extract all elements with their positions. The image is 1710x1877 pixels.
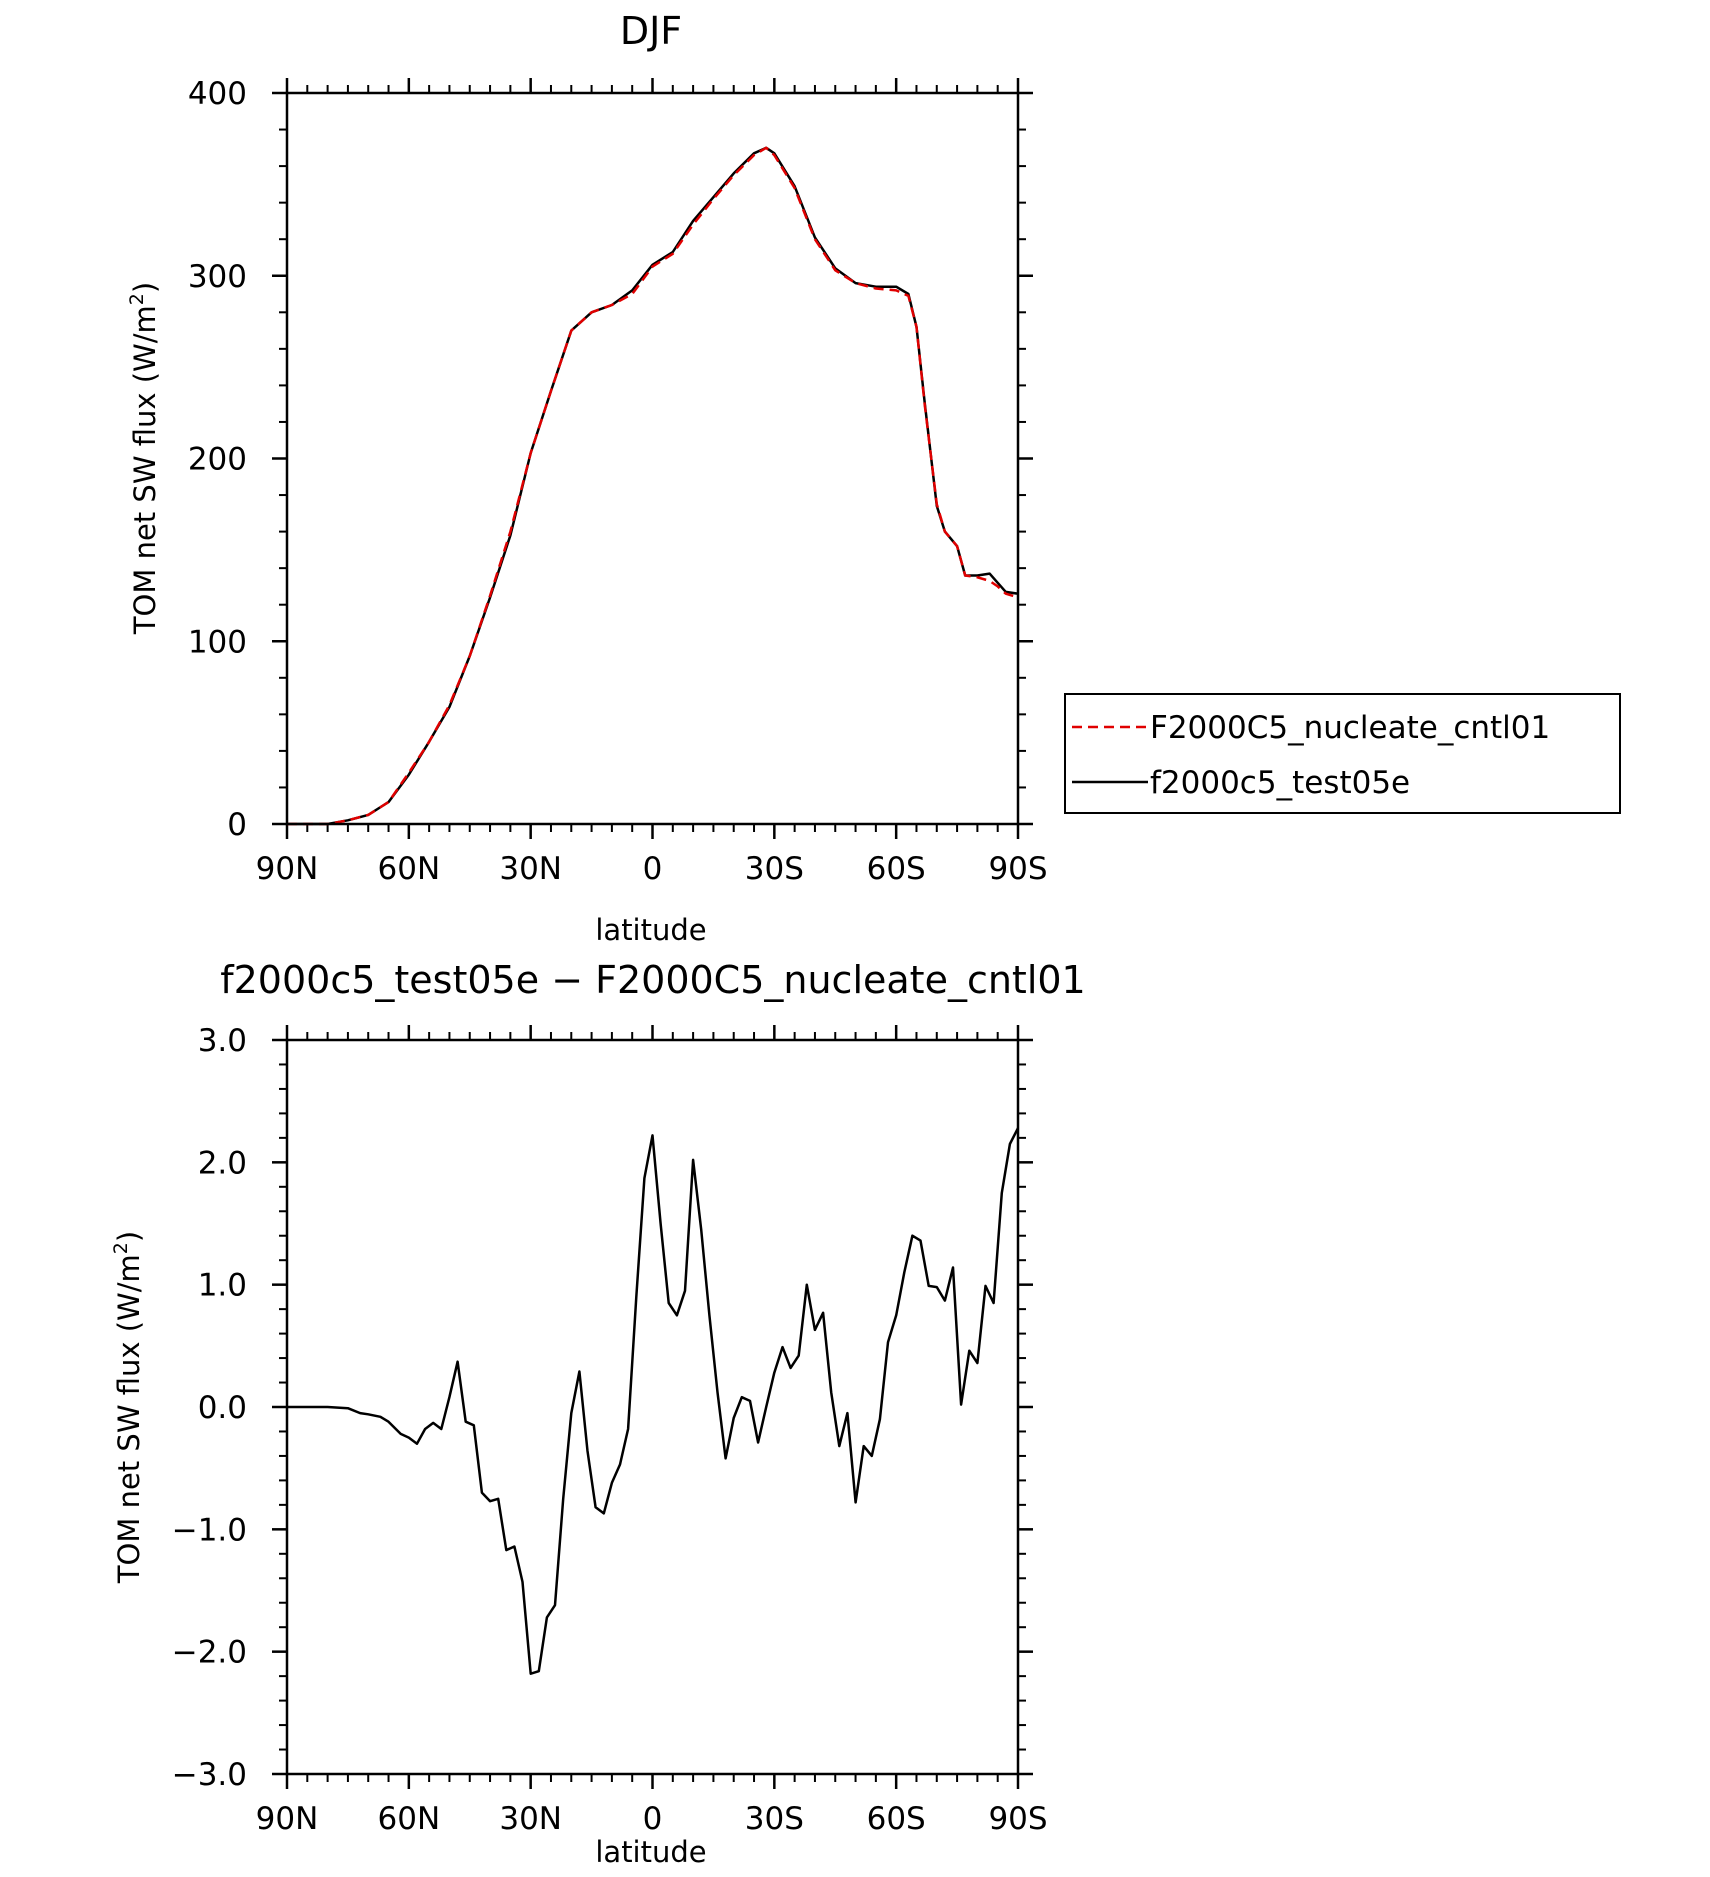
bottom-axis-tick-labels: 90N 60N 30N 0 30S 60S 90S −3.0 −2.0 −1.0 0.0 1.0 2.0… <box>172 1023 1048 1837</box>
bottom-y-tick-label: 1.0 <box>198 1268 247 1304</box>
top-x-tick-label: 60S <box>867 851 926 887</box>
bottom-y-tick-label: 2.0 <box>198 1145 247 1181</box>
bottom-x-tick-label: 0 <box>643 1801 663 1837</box>
top-axis-ticks <box>272 78 1033 839</box>
bottom-y-tick-label: −3.0 <box>172 1757 247 1793</box>
top-series-lines <box>287 146 1019 826</box>
top-plot-frame <box>285 91 1020 826</box>
top-x-tick-label: 90N <box>256 851 319 887</box>
legend: F2000C5_nucleate_cntl01 f2000c5_test05e <box>1064 693 1621 814</box>
top-panel: DJF 90N 60N 30N 0 30S 60S 90S 0 100 200 300 400 lat… <box>126 9 1621 947</box>
bottom-x-axis-label: latitude <box>595 1835 706 1869</box>
top-axis-tick-labels: 90N 60N 30N 0 30S 60S 90S 0 100 200 300 400 <box>188 76 1048 887</box>
top-x-tick-label: 90S <box>988 851 1047 887</box>
bottom-plot-frame <box>285 1038 1020 1776</box>
top-x-tick-label: 30N <box>499 851 562 887</box>
top-y-tick-label: 0 <box>227 807 247 843</box>
bottom-x-tick-label: 90N <box>256 1801 319 1837</box>
bottom-axis-ticks <box>272 1025 1033 1789</box>
top-y-axis-label: TOM net SW flux (W/m2) <box>126 282 162 635</box>
top-series-line-f2000c5_nucleate_cntl01 <box>287 146 1019 826</box>
bottom-y-tick-label: 0.0 <box>198 1390 247 1426</box>
top-y-axis-label-close: ) <box>128 282 162 293</box>
bottom-panel: f2000c5_test05e − F2000C5_nucleate_cntl0… <box>110 958 1086 1869</box>
bottom-series-line-difference <box>287 1127 1020 1675</box>
top-y-tick-label: 400 <box>188 76 247 112</box>
bottom-series-lines <box>287 1127 1020 1675</box>
bottom-y-axis-label-superscript: 2 <box>110 1242 132 1254</box>
bottom-x-tick-label: 90S <box>988 1801 1047 1837</box>
top-y-tick-label: 300 <box>188 259 247 295</box>
bottom-panel-title: f2000c5_test05e − F2000C5_nucleate_cntl0… <box>220 958 1085 1002</box>
top-y-axis-label-main: TOM net SW flux (W/m <box>128 305 162 635</box>
legend-label-cntl01: F2000C5_nucleate_cntl01 <box>1150 710 1550 746</box>
bottom-y-tick-label: −1.0 <box>172 1512 247 1548</box>
bottom-x-tick-label: 60S <box>867 1801 926 1837</box>
top-x-tick-label: 60N <box>378 851 441 887</box>
top-y-tick-label: 100 <box>188 624 247 660</box>
legend-box <box>1064 693 1621 814</box>
bottom-y-tick-label: 3.0 <box>198 1023 247 1059</box>
top-series-line-f2000c5_test05e <box>287 146 1019 826</box>
top-y-axis-label-superscript: 2 <box>126 293 148 305</box>
bottom-x-tick-label: 30N <box>499 1801 562 1837</box>
top-x-tick-label: 0 <box>643 851 663 887</box>
bottom-x-tick-label: 60N <box>378 1801 441 1837</box>
top-x-tick-label: 30S <box>745 851 804 887</box>
top-panel-title: DJF <box>620 9 682 53</box>
bottom-y-axis-label-close: ) <box>112 1231 146 1242</box>
bottom-x-tick-label: 30S <box>745 1801 804 1837</box>
top-y-tick-label: 200 <box>188 442 247 478</box>
bottom-y-axis-label: TOM net SW flux (W/m2) <box>110 1231 146 1584</box>
legend-label-test05e: f2000c5_test05e <box>1150 765 1410 801</box>
bottom-y-tick-label: −2.0 <box>172 1635 247 1671</box>
bottom-y-axis-label-main: TOM net SW flux (W/m <box>112 1254 146 1584</box>
top-x-axis-label: latitude <box>595 913 706 947</box>
